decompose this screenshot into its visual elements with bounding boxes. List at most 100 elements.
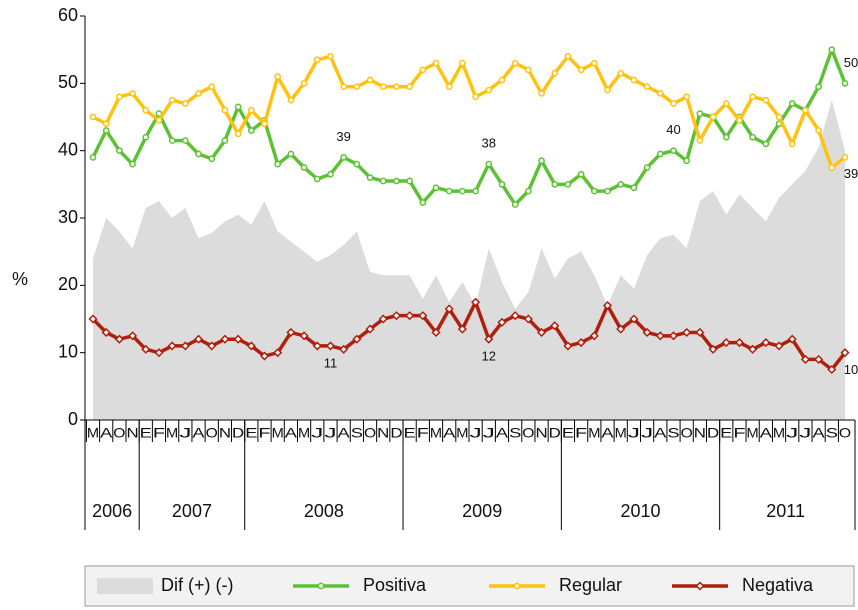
- marker: [590, 187, 598, 195]
- marker: [220, 334, 230, 344]
- x-tick-label: N: [219, 425, 231, 441]
- y-tick-label: 10: [58, 341, 78, 361]
- marker: [749, 133, 756, 141]
- marker: [459, 59, 466, 67]
- marker: [682, 327, 692, 338]
- x-tick-label: M: [773, 425, 785, 441]
- x-tick-label: J: [483, 425, 495, 441]
- marker: [406, 83, 413, 91]
- marker: [629, 314, 639, 324]
- marker: [775, 113, 783, 121]
- marker: [459, 187, 466, 195]
- marker: [722, 133, 730, 141]
- marker: [128, 331, 138, 341]
- marker: [379, 177, 387, 185]
- marker: [722, 100, 730, 107]
- x-tick-label: A: [601, 425, 614, 441]
- line: [91, 47, 847, 207]
- legend-swatch: [97, 578, 153, 594]
- marker: [709, 113, 717, 121]
- marker: [246, 341, 256, 351]
- marker: [444, 304, 454, 314]
- x-tick-label: J: [628, 425, 640, 441]
- marker: [353, 83, 361, 91]
- legend-label: Negativa: [742, 575, 814, 595]
- x-tick-label: F: [153, 425, 165, 441]
- marker: [590, 59, 598, 67]
- marker: [234, 130, 242, 138]
- x-tick-label: A: [760, 425, 773, 441]
- marker: [287, 150, 295, 158]
- marker: [617, 180, 625, 188]
- marker: [564, 53, 572, 60]
- marker: [617, 69, 625, 77]
- marker: [300, 79, 308, 87]
- marker: [299, 331, 309, 341]
- x-tick-label: M: [87, 425, 99, 441]
- marker: [670, 100, 677, 107]
- marker: [642, 327, 652, 338]
- x-tick-label: A: [285, 425, 298, 441]
- marker: [695, 581, 705, 591]
- marker: [89, 154, 97, 161]
- marker: [419, 199, 427, 206]
- marker: [366, 174, 374, 181]
- marker: [207, 341, 217, 351]
- marker: [193, 334, 204, 344]
- marker: [656, 90, 664, 97]
- marker: [352, 334, 362, 344]
- marker: [129, 160, 136, 168]
- data-label: 10: [844, 362, 858, 377]
- marker: [327, 170, 334, 178]
- x-tick-label: M: [166, 425, 178, 441]
- data-label: 38: [482, 136, 496, 151]
- marker: [89, 113, 97, 121]
- marker: [523, 314, 533, 324]
- y-axis-label: %: [12, 269, 28, 289]
- marker: [655, 331, 665, 341]
- marker: [513, 582, 521, 590]
- marker: [180, 341, 190, 351]
- marker: [405, 311, 415, 321]
- marker: [432, 184, 440, 192]
- marker: [577, 66, 585, 74]
- marker: [327, 53, 334, 60]
- marker: [787, 334, 797, 344]
- x-tick-label: M: [272, 425, 284, 441]
- marker: [325, 341, 336, 351]
- data-label: 39: [844, 166, 858, 181]
- marker: [800, 354, 810, 364]
- marker: [317, 582, 325, 590]
- x-tick-label: M: [298, 425, 310, 441]
- marker: [511, 59, 519, 67]
- marker: [274, 73, 282, 80]
- marker: [788, 100, 796, 107]
- marker: [419, 66, 427, 74]
- marker: [551, 180, 559, 188]
- marker: [366, 76, 374, 84]
- y-tick-label: 50: [58, 72, 78, 92]
- legend-label: Dif (+) (-): [161, 575, 233, 595]
- legend-label: Regular: [559, 575, 622, 595]
- x-tick-label: E: [404, 425, 416, 441]
- marker: [418, 311, 428, 321]
- marker: [88, 314, 98, 324]
- marker: [643, 164, 651, 171]
- marker: [497, 317, 507, 327]
- year-label: 2007: [172, 501, 212, 521]
- marker: [340, 83, 348, 91]
- x-tick-label: J: [311, 425, 323, 441]
- marker: [721, 338, 731, 348]
- x-tick-label: D: [707, 425, 719, 441]
- year-label: 2009: [462, 501, 502, 521]
- marker: [391, 311, 401, 321]
- x-tick-label: F: [417, 425, 429, 441]
- marker: [589, 331, 599, 341]
- data-label: 50: [844, 55, 858, 70]
- marker: [630, 184, 638, 192]
- marker: [233, 334, 243, 344]
- x-tick-label: M: [747, 425, 759, 441]
- marker: [431, 327, 441, 338]
- year-label: 2008: [304, 501, 344, 521]
- x-tick-label: N: [694, 425, 706, 441]
